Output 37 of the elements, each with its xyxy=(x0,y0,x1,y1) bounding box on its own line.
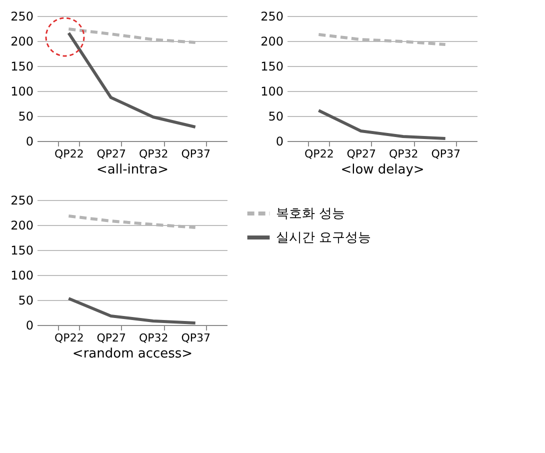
y-tick-label: 200 xyxy=(10,218,34,232)
y-tick-label: 100 xyxy=(10,84,34,98)
x-tick-label: QP22 xyxy=(54,332,84,344)
line-series xyxy=(67,297,197,324)
legend-label: 복호화 성능 xyxy=(276,206,346,222)
y-tick-label: 150 xyxy=(10,60,34,74)
x-tick-label: QP37 xyxy=(181,148,210,160)
y-tick-label: 250 xyxy=(10,194,34,208)
y-tick-label: 250 xyxy=(260,10,284,24)
y-tick-label: 200 xyxy=(260,34,284,48)
x-axis-title: <random access> xyxy=(72,346,193,362)
x-tick-label: QP32 xyxy=(138,332,168,344)
x-tick-label: QP22 xyxy=(304,148,334,160)
x-tick-label: QP37 xyxy=(431,148,460,160)
y-tick-label: 0 xyxy=(276,134,284,148)
y-tick-label: 150 xyxy=(10,244,34,258)
x-tick-label: QP32 xyxy=(138,148,168,160)
y-tick-label: 0 xyxy=(26,134,34,148)
y-tick-label: 50 xyxy=(268,110,284,124)
x-axis-title: <all-intra> xyxy=(96,162,168,178)
x-tick-label: QP27 xyxy=(96,148,126,160)
y-tick-label: 0 xyxy=(26,318,34,332)
y-tick-label: 150 xyxy=(260,60,284,74)
y-tick-label: 50 xyxy=(18,110,34,124)
x-tick-label: QP37 xyxy=(181,332,210,344)
x-tick-label: QP27 xyxy=(96,332,126,344)
x-tick-label: QP27 xyxy=(346,148,376,160)
y-tick-label: 250 xyxy=(10,10,34,24)
x-tick-label: QP22 xyxy=(54,148,84,160)
y-tick-label: 200 xyxy=(10,34,34,48)
y-tick-label: 50 xyxy=(18,294,34,308)
x-tick-label: QP32 xyxy=(388,148,418,160)
y-tick-label: 100 xyxy=(10,268,34,282)
y-tick-label: 100 xyxy=(260,84,284,98)
legend-label: 실시간 요구성능 xyxy=(276,230,372,246)
line-series xyxy=(317,109,447,140)
x-axis-title: <low delay> xyxy=(340,162,424,178)
